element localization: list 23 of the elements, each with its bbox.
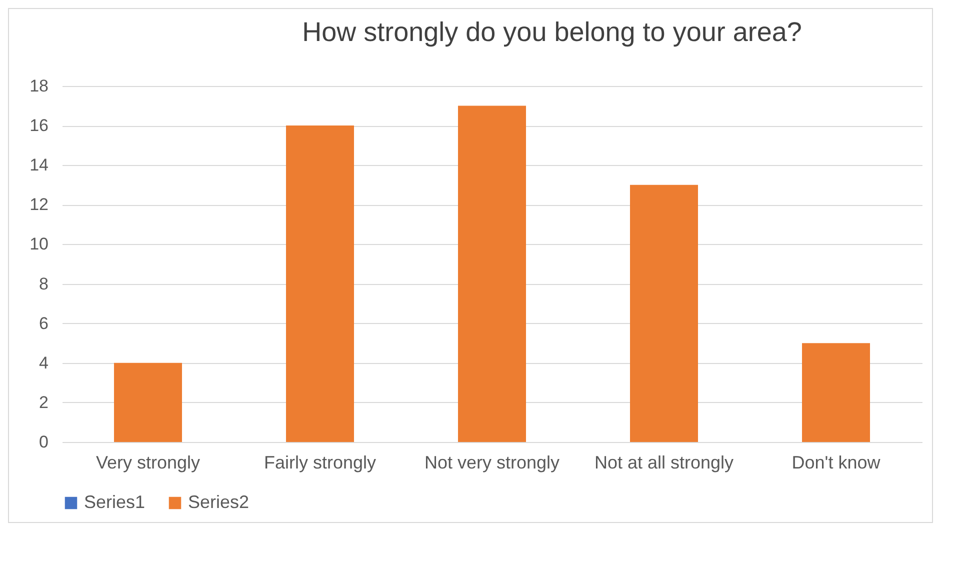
y-tick-label: 16 [30,116,48,136]
chart-title: How strongly do you belong to your area? [302,17,802,47]
legend-label: Series1 [84,492,146,512]
bar [286,126,354,442]
x-tick-label: Very strongly [96,452,200,472]
bar [114,362,182,442]
x-tick-label: Not very strongly [424,452,560,472]
y-tick-label: 4 [39,353,48,372]
x-tick-label: Not at all strongly [594,452,734,472]
y-tick-label: 0 [39,432,48,452]
x-tick-label: Fairly strongly [264,452,376,472]
y-tick-label: 10 [30,234,48,254]
y-tick-label: 12 [30,195,48,214]
y-tick-label: 14 [30,156,48,175]
bar [630,184,698,442]
x-tick-label: Don't know [792,452,882,472]
y-tick-label: 18 [30,76,48,96]
y-tick-label: 2 [39,392,48,412]
y-tick-label: 6 [39,314,48,333]
legend-label: Series2 [188,492,250,512]
y-tick-label: 8 [39,274,48,294]
bar [802,343,870,442]
bar [458,106,526,442]
